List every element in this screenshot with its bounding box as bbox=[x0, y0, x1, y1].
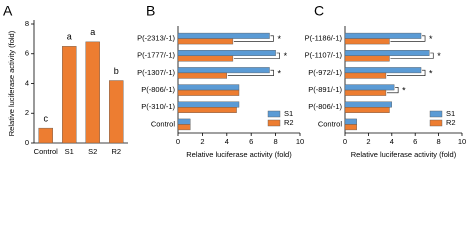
x-tick-label: 8 bbox=[274, 137, 278, 146]
bar bbox=[177, 67, 270, 74]
bar bbox=[177, 38, 234, 45]
bar bbox=[177, 124, 191, 131]
panel-label: A bbox=[3, 3, 13, 19]
bar bbox=[344, 55, 390, 62]
x-tick-label: 6 bbox=[413, 137, 417, 146]
annotation: * bbox=[278, 34, 282, 44]
legend-label: S1 bbox=[284, 109, 293, 118]
legend-label: S1 bbox=[446, 109, 455, 118]
y-tick-label: 0 bbox=[25, 138, 29, 147]
bracket bbox=[227, 69, 274, 76]
annotation: b bbox=[114, 66, 119, 76]
y-tick-label: P(-806/-1) bbox=[141, 85, 175, 94]
y-tick-label: 4 bbox=[25, 78, 29, 87]
x-tick-label: 10 bbox=[296, 137, 304, 146]
panel-label: B bbox=[146, 3, 155, 19]
bar bbox=[344, 124, 357, 131]
y-tick-label: 2 bbox=[25, 108, 29, 117]
y-tick-label: Control bbox=[318, 119, 343, 128]
bar bbox=[177, 101, 240, 108]
legend-swatch bbox=[429, 119, 443, 127]
legend-label: R2 bbox=[284, 118, 294, 127]
panel-label: C bbox=[314, 3, 324, 19]
bar bbox=[177, 50, 276, 56]
x-tick-label: 0 bbox=[176, 137, 180, 146]
bar bbox=[344, 84, 395, 91]
x-tick-label: 2 bbox=[366, 137, 370, 146]
y-tick-label: P(-1307/-1) bbox=[137, 68, 175, 77]
annotation: a bbox=[67, 32, 72, 42]
figure: A 0 2 4 6 8 Relative luciferase activity (fold… bbox=[3, 3, 466, 159]
x-tick-label: 8 bbox=[437, 137, 441, 146]
x-tick-label: Control bbox=[34, 147, 59, 156]
y-tick-label: 8 bbox=[25, 19, 29, 28]
x-tick-label: 2 bbox=[200, 137, 204, 146]
bar bbox=[344, 38, 390, 45]
legend-swatch bbox=[429, 110, 443, 118]
bar bbox=[177, 118, 191, 125]
y-tick-label: P(-1186/-1) bbox=[305, 34, 343, 43]
y-tick-label: P(-2313/-1) bbox=[137, 34, 175, 43]
bar bbox=[177, 89, 240, 96]
y-tick-label: 6 bbox=[25, 49, 29, 58]
x-tick-label: R2 bbox=[111, 147, 121, 156]
y-tick-label: P(-310/-1) bbox=[141, 102, 175, 111]
annotation: * bbox=[429, 34, 433, 44]
y-tick-label: P(-972/-1) bbox=[308, 68, 342, 77]
annotation: * bbox=[284, 51, 288, 61]
annotation: a bbox=[90, 27, 95, 37]
x-axis-label: Relative luciferase activity (fold) bbox=[186, 150, 292, 159]
bracket bbox=[386, 87, 399, 94]
legend-label: R2 bbox=[446, 118, 456, 127]
bracket bbox=[233, 52, 280, 59]
x-tick-label: 0 bbox=[343, 137, 347, 146]
legend-swatch bbox=[267, 110, 281, 118]
x-tick-label: S2 bbox=[88, 147, 97, 156]
y-tick-label: P(-806/-1) bbox=[308, 102, 342, 111]
annotation: * bbox=[278, 68, 282, 78]
bar bbox=[344, 50, 430, 56]
y-axis-label: Relative luciferase activity (fold) bbox=[7, 30, 16, 136]
bar bbox=[177, 55, 234, 62]
bar bbox=[177, 107, 237, 113]
x-tick-label: 4 bbox=[390, 137, 394, 146]
annotation: * bbox=[402, 85, 406, 95]
x-tick-label: 4 bbox=[225, 137, 229, 146]
bar bbox=[177, 32, 270, 39]
bar bbox=[85, 41, 100, 144]
annotation: c bbox=[44, 114, 49, 124]
bar bbox=[344, 101, 392, 108]
bracket bbox=[386, 69, 426, 76]
x-tick-label: 6 bbox=[249, 137, 253, 146]
y-tick-label: P(-1107/-1) bbox=[305, 51, 343, 60]
bar bbox=[38, 127, 54, 144]
bracket bbox=[390, 35, 426, 42]
annotation: * bbox=[437, 51, 441, 61]
y-tick-label: Control bbox=[151, 119, 176, 128]
y-tick-label: P(-891/-1) bbox=[308, 85, 342, 94]
bar bbox=[344, 32, 422, 39]
bar bbox=[177, 72, 227, 79]
x-axis-label: Relative luciferase activity (fold) bbox=[351, 150, 457, 159]
bar bbox=[344, 72, 387, 79]
bar bbox=[62, 46, 77, 144]
annotation: * bbox=[429, 68, 433, 78]
x-tick-label: 10 bbox=[458, 137, 466, 146]
y-tick-label: P(-1777/-1) bbox=[137, 51, 175, 60]
bar bbox=[344, 67, 422, 74]
bar bbox=[108, 80, 124, 144]
bar bbox=[177, 84, 240, 91]
bar bbox=[344, 118, 357, 125]
legend-swatch bbox=[267, 119, 281, 127]
bar bbox=[344, 107, 390, 113]
bracket bbox=[390, 52, 434, 59]
bar bbox=[344, 89, 387, 96]
bracket bbox=[233, 35, 274, 42]
x-tick-label: S1 bbox=[65, 147, 74, 156]
